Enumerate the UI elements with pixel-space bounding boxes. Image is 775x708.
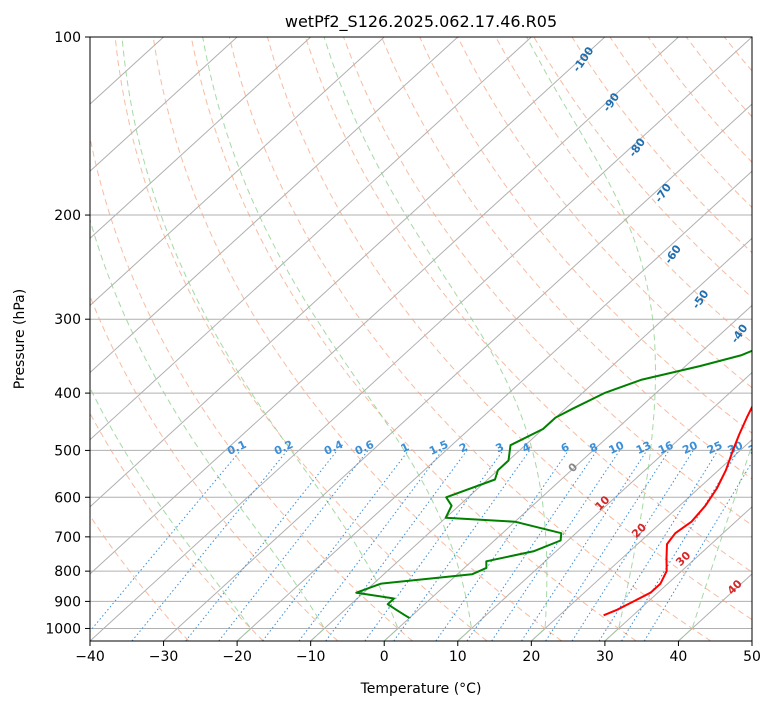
moist-adiabat-line [121,37,399,641]
mixing-ratio-label: 16 [656,439,676,457]
x-tick-label: 10 [449,649,467,665]
x-tick-label: −20 [222,649,252,665]
mixing-ratio-line [466,450,598,641]
y-tick-label: 700 [54,530,81,546]
mixing-ratio-label: 13 [634,439,653,457]
mixing-ratio-line [571,450,694,641]
profile-series [355,349,752,619]
y-tick-label: 900 [54,594,81,610]
plot-frame [89,36,753,642]
mixing-ratio-line [185,450,338,641]
dry-adiabat-line [304,37,752,573]
mixing-ratio-line [393,450,531,641]
mixing-ratio-line [262,450,409,641]
mixing-ratio-line [435,450,569,641]
mixing-ratio-line [90,450,241,632]
temperature-profile-line [603,404,752,617]
isotherm-line [90,37,532,441]
isotherm-line [310,237,752,641]
dry-adiabat-line [114,37,488,641]
y-tick-label: 400 [54,386,81,402]
isotherm-line [90,37,752,641]
dry-adiabat-line [266,37,752,621]
moist-adiabat-line [90,218,326,641]
x-tick-label: −10 [296,649,326,665]
isotherm-line [163,103,752,641]
isotherm-line [236,170,752,641]
x-tick-label: 0 [380,649,389,665]
y-tick-label: 1000 [45,621,81,637]
isotherm-line [530,438,752,641]
mixing-ratio-line [545,450,670,641]
mixing-ratio-label: 30 [726,439,746,457]
y-tick-label: 100 [54,30,81,46]
mixing-ratio-line [364,450,504,641]
moist-adiabat-line [323,37,548,641]
x-tick-label: 20 [522,649,540,665]
dry-adiabat-line [90,134,413,641]
y-tick-label: 800 [54,564,81,580]
isotherm-line [383,304,752,641]
dry-adiabat-line [228,37,712,641]
mixing-ratio-line [218,450,369,641]
moist-adiabat-line [202,37,473,641]
mixing-ratio-label: 25 [705,439,724,457]
dry-adiabat-line [90,412,264,641]
dewpoint-profile-line [355,349,752,619]
dry-adiabat-line [533,37,752,299]
mixing-ratio-line [621,450,739,641]
dry-adiabat-line [343,37,752,526]
mixing-ratio-label: 10 [607,439,627,457]
x-tick-label: −30 [149,649,179,665]
isotherm-line [90,37,385,307]
mixing-ratio-label: 20 [680,439,700,457]
x-axis-label: Temperature (°C) [360,681,482,697]
y-tick-label: 600 [54,490,81,506]
x-tick-label: 50 [743,649,761,665]
x-tick-label: 30 [596,649,614,665]
mixing-ratio-label: 36 [746,439,766,457]
isotherm-line [90,37,679,575]
isotherm-line [90,37,312,240]
isotherm-line [604,506,752,641]
mixing-ratio-line [643,461,752,641]
y-axis: 100 200 300 400 500 600 700 800 900 1000 [45,30,90,637]
isotherm-line [90,37,238,172]
isotherm-line [90,37,459,374]
x-axis: −40 −30 −20 −10 0 10 20 30 40 50 [75,641,761,665]
y-tick-label: 300 [54,312,81,328]
chart-title: wetPf2_S126.2025.062.17.46.R05 [285,12,557,32]
background-lines [90,37,752,641]
y-tick-label: 500 [54,443,81,459]
y-axis-label: Pressure (hPa) [12,289,28,389]
moist-adiabat-line [90,386,252,641]
isotherm-line [457,371,752,641]
dry-adiabat-line [90,514,190,641]
x-tick-label: 40 [670,649,688,665]
mixing-ratio-line [131,450,288,641]
dry-adiabat-line [190,37,637,641]
isotherm-line [90,37,606,508]
dry-adiabat-line [152,37,562,641]
y-tick-label: 200 [54,208,81,224]
x-tick-label: −40 [75,649,105,665]
